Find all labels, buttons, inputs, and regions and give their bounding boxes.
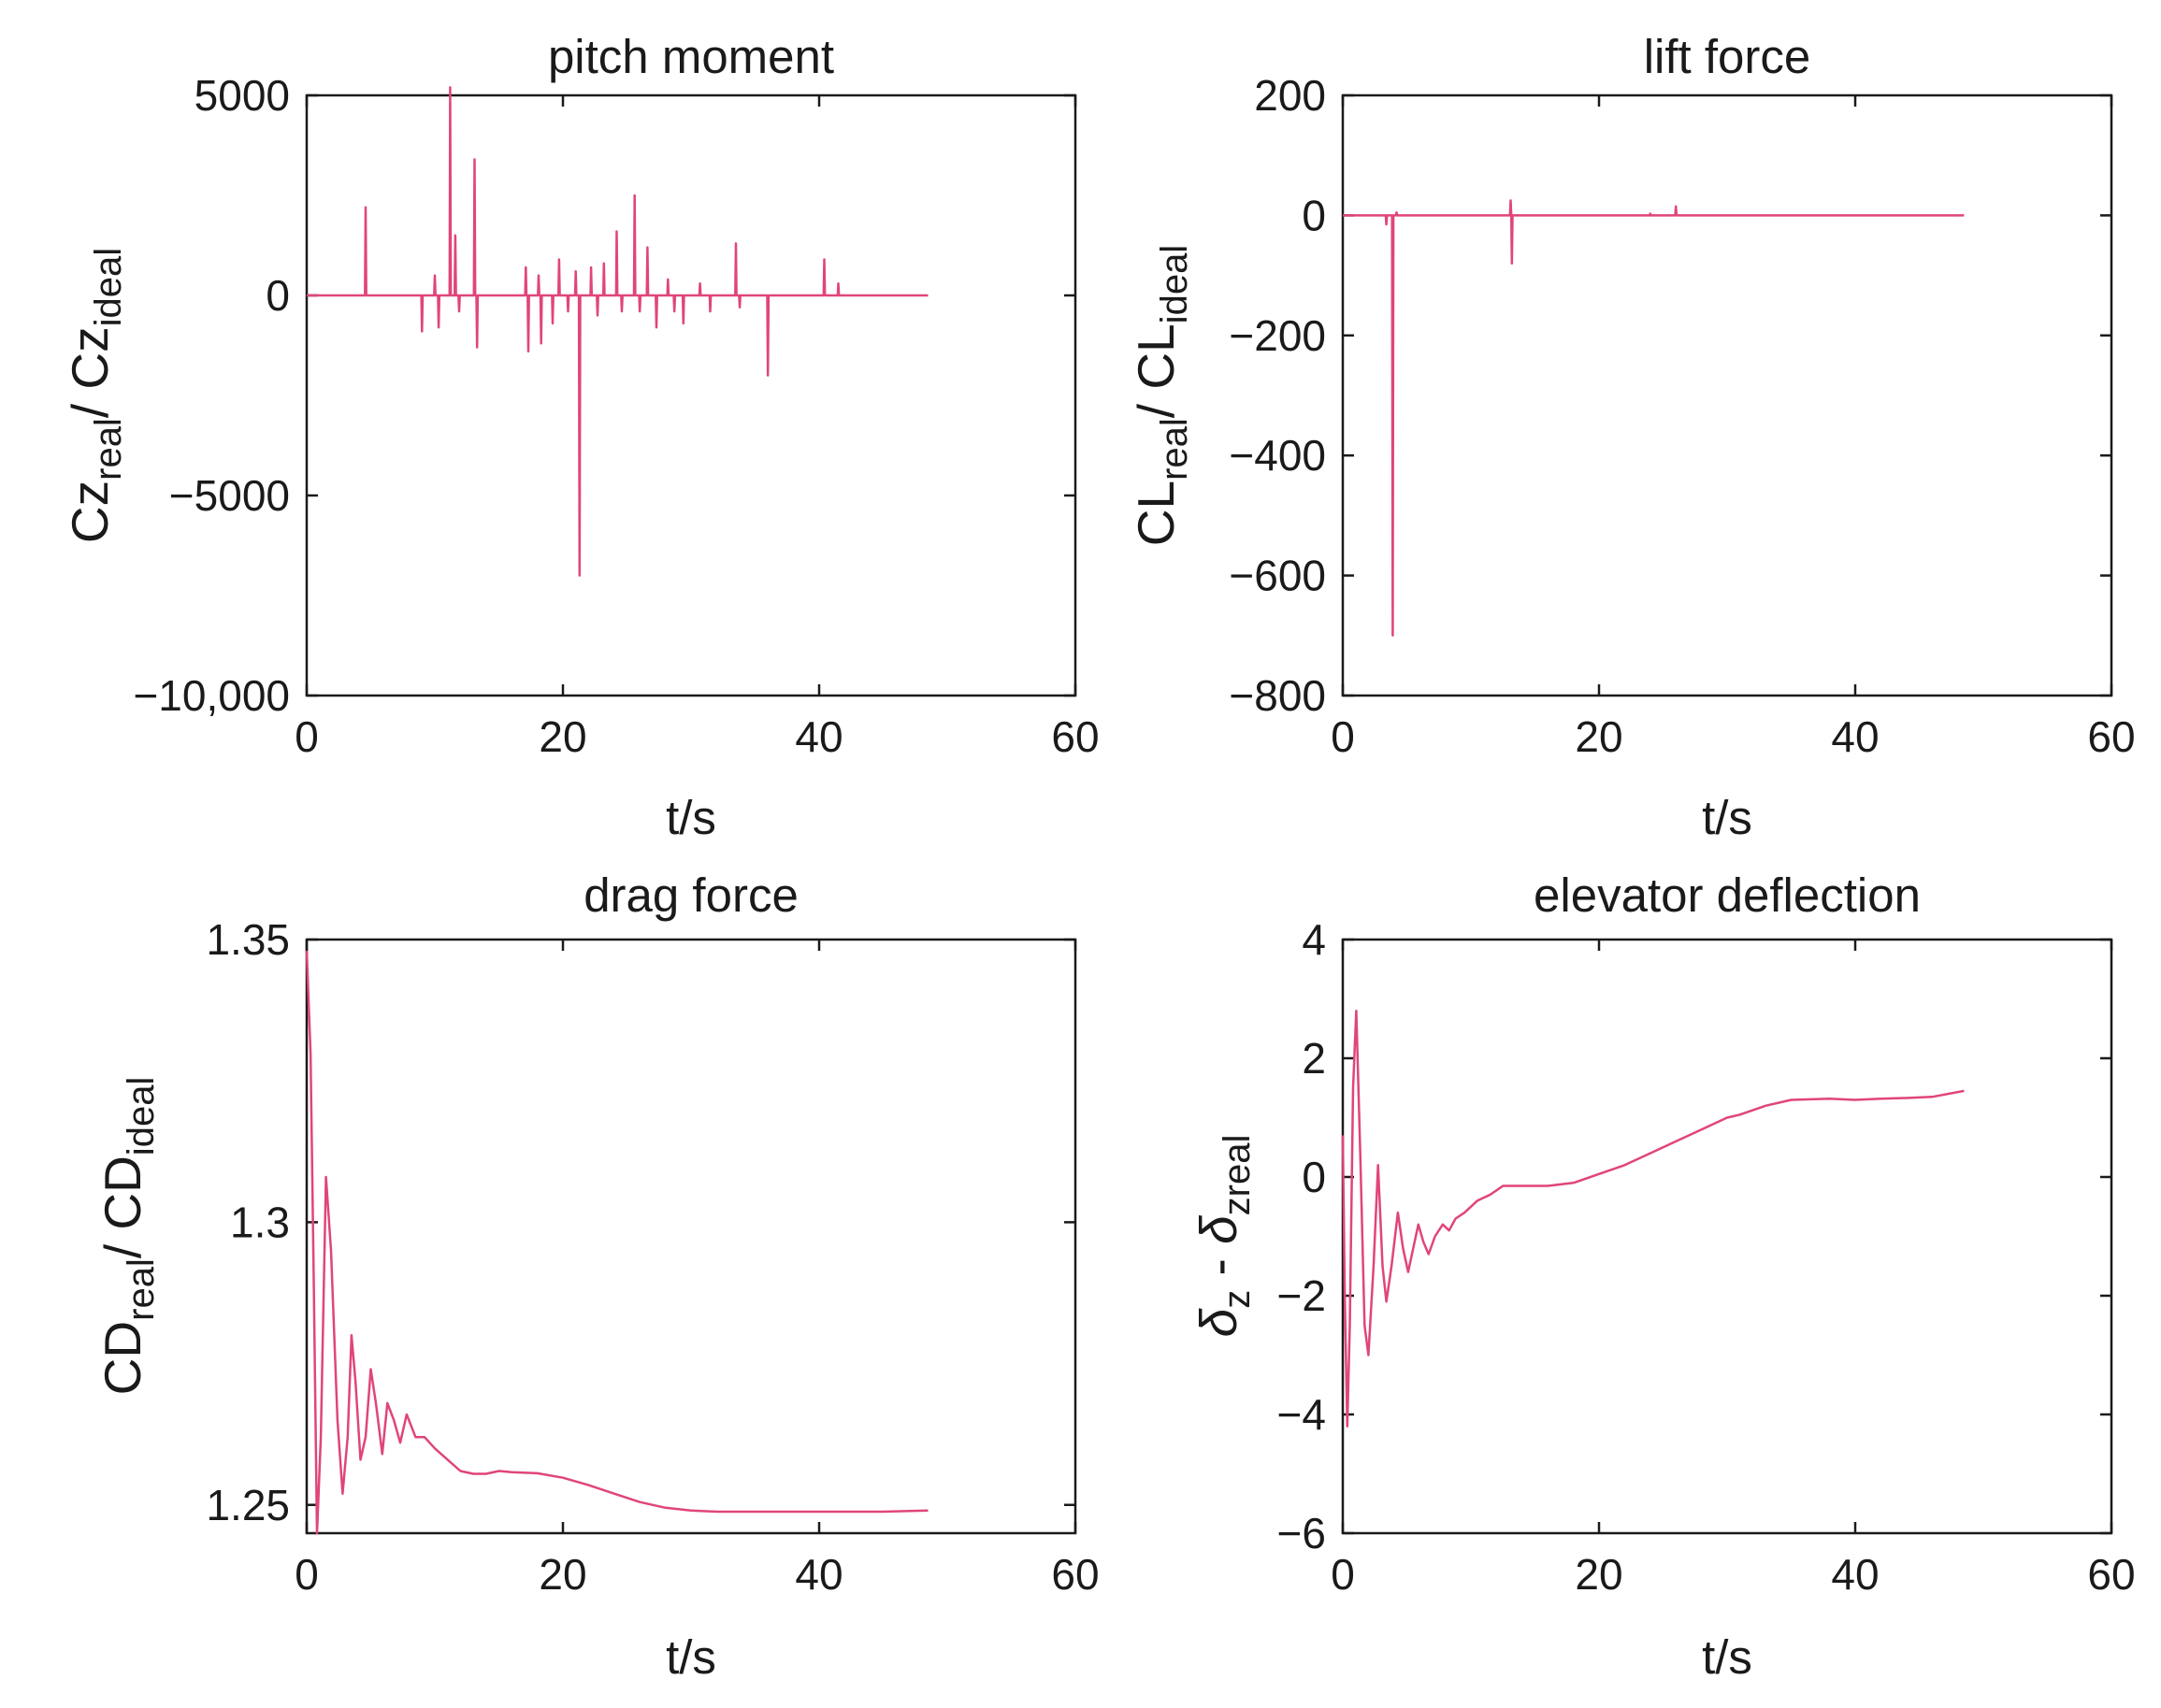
elevator-ytick-label-2: −2 xyxy=(1277,1271,1326,1320)
elevator-y-ticks: −6 −4 −2 0 2 4 xyxy=(1277,915,2111,1557)
elevator-ylabel-sub-z: z xyxy=(1217,1290,1258,1309)
elevator-title: elevator deflection xyxy=(1534,868,1921,922)
lift-xlabel: t/s xyxy=(1702,791,1752,844)
pitch-xtick-label-2: 40 xyxy=(795,712,843,761)
lift-ytick-label-1: −600 xyxy=(1229,552,1326,600)
lift-xtick-label-2: 40 xyxy=(1831,712,1879,761)
drag-xtick-label-0: 0 xyxy=(295,1550,319,1599)
elevator-x-ticks: 0 20 40 60 xyxy=(1331,940,2136,1599)
pitch-xtick-label-0: 0 xyxy=(295,712,319,761)
lift-ylabel-cl-ideal: / CL xyxy=(1127,323,1185,418)
drag-xtick-label-3: 60 xyxy=(1051,1550,1099,1599)
drag-title: drag force xyxy=(583,868,799,922)
panel-pitch-moment: pitch moment −10,000 −5000 0 5000 0 20 40 60 t… xyxy=(61,30,1100,844)
elevator-xtick-label-0: 0 xyxy=(1331,1550,1355,1599)
lift-title: lift force xyxy=(1644,30,1811,83)
lift-ytick-label-2: −400 xyxy=(1229,431,1326,480)
lift-ytick-label-0: −800 xyxy=(1229,671,1326,720)
drag-ylabel: CDreal/ CDideal xyxy=(94,1077,162,1396)
elevator-ytick-label-4: 2 xyxy=(1302,1034,1326,1083)
lift-xtick-label-0: 0 xyxy=(1331,712,1355,761)
drag-ylabel-cd-ideal: / CD xyxy=(94,1155,151,1258)
drag-ylabel-sub-ideal: ideal xyxy=(121,1077,162,1156)
elevator-ytick-label-3: 0 xyxy=(1302,1153,1326,1201)
pitch-xlabel: t/s xyxy=(666,791,716,844)
pitch-ytick-label-1: −5000 xyxy=(169,471,290,520)
elevator-xlabel: t/s xyxy=(1702,1630,1752,1684)
elevator-ylabel-minus: - xyxy=(1189,1244,1247,1290)
pitch-ytick-label-2: 0 xyxy=(266,271,290,320)
drag-ytick-label-1: 1.3 xyxy=(230,1198,290,1246)
lift-ylabel: CLreal/ CLideal xyxy=(1127,245,1195,546)
pitch-x-ticks: 0 20 40 60 xyxy=(295,95,1100,761)
panel-drag-force: drag force 1.25 1.3 1.35 0 20 40 60 t/s CDrea… xyxy=(94,868,1100,1684)
pitch-ylabel-sub-ideal: ideal xyxy=(88,248,129,327)
drag-xtick-label-2: 40 xyxy=(795,1550,843,1599)
elevator-ytick-label-0: −6 xyxy=(1277,1509,1326,1557)
elevator-xtick-label-3: 60 xyxy=(2087,1550,2135,1599)
pitch-title: pitch moment xyxy=(548,30,834,83)
drag-xlabel: t/s xyxy=(666,1630,716,1684)
drag-ytick-label-2: 1.35 xyxy=(206,915,290,964)
drag-y-ticks: 1.25 1.3 1.35 xyxy=(206,915,1075,1529)
pitch-ylabel-cz: Cz xyxy=(61,481,119,543)
lift-x-ticks: 0 20 40 60 xyxy=(1331,95,2136,761)
drag-ylabel-cd: CD xyxy=(94,1321,151,1395)
pitch-ylabel-sub-real: real xyxy=(88,418,129,481)
lift-ylabel-cl: CL xyxy=(1127,481,1185,546)
pitch-axes-box xyxy=(305,93,1077,697)
drag-x-ticks: 0 20 40 60 xyxy=(295,940,1100,1599)
elevator-ylabel-sub-zreal: zreal xyxy=(1217,1135,1258,1216)
elevator-xtick-label-2: 40 xyxy=(1831,1550,1879,1599)
lift-y-ticks: −800 −600 −400 −200 0 200 xyxy=(1229,71,2111,720)
elevator-axes-box xyxy=(1341,938,2113,1535)
lift-xtick-label-1: 20 xyxy=(1575,712,1622,761)
lift-ytick-label-3: −200 xyxy=(1229,311,1326,360)
elevator-ylabel-delta-z: δ xyxy=(1189,1307,1247,1337)
pitch-ylabel-cz-ideal: / Cz xyxy=(61,326,119,418)
pitch-y-ticks: −10,000 −5000 0 5000 xyxy=(133,71,1075,720)
elevator-ylabel: δz - δzreal xyxy=(1189,1135,1258,1338)
drag-series-line xyxy=(305,951,929,1535)
elevator-ylabel-delta-zreal: δ xyxy=(1189,1214,1247,1244)
lift-axes-box xyxy=(1341,93,2113,697)
drag-xtick-label-1: 20 xyxy=(539,1550,586,1599)
elevator-ytick-label-5: 4 xyxy=(1302,915,1326,964)
lift-ytick-label-4: 0 xyxy=(1302,191,1326,239)
lift-series-line xyxy=(1343,199,1965,638)
lift-ylabel-sub-ideal: ideal xyxy=(1154,245,1195,324)
pitch-ylabel: Czreal/ Czideal xyxy=(61,248,129,543)
drag-axes-box xyxy=(305,938,1077,1535)
lift-ylabel-sub-real: real xyxy=(1154,418,1195,481)
elevator-series-line xyxy=(1341,1009,1965,1428)
elevator-xtick-label-1: 20 xyxy=(1575,1550,1622,1599)
pitch-series-line xyxy=(307,86,929,577)
pitch-ytick-label-0: −10,000 xyxy=(133,671,290,720)
lift-ytick-label-5: 200 xyxy=(1254,71,1326,120)
pitch-xtick-label-3: 60 xyxy=(1051,712,1099,761)
pitch-ytick-label-3: 5000 xyxy=(194,71,290,120)
pitch-xtick-label-1: 20 xyxy=(539,712,586,761)
drag-ylabel-sub-real: real xyxy=(121,1258,162,1321)
panel-elevator-deflection: elevator deflection −6 −4 −2 0 2 4 0 20 40 60 t/… xyxy=(1189,868,2136,1684)
lift-xtick-label-3: 60 xyxy=(2087,712,2135,761)
elevator-ytick-label-1: −4 xyxy=(1277,1390,1326,1439)
drag-ytick-label-0: 1.25 xyxy=(206,1481,290,1529)
